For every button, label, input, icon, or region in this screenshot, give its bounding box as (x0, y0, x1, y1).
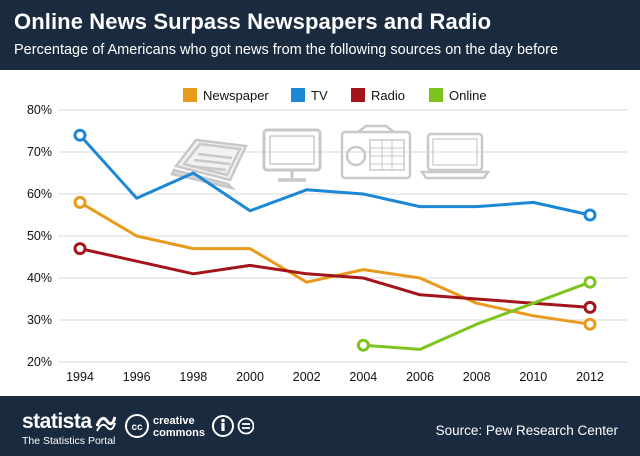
x-tick-label: 1998 (179, 370, 207, 384)
legend-swatch-newspaper (183, 88, 197, 102)
x-tick-label: 2000 (236, 370, 264, 384)
data-point-radio (583, 300, 597, 314)
x-tick-label: 2004 (349, 370, 377, 384)
data-point-tv (583, 208, 597, 222)
y-tick-label: 30% (27, 313, 52, 327)
chart-title: Online News Surpass Newspapers and Radio (14, 9, 492, 34)
x-tick-label: 2002 (293, 370, 321, 384)
chart-subtitle: Percentage of Americans who got news fro… (14, 42, 559, 58)
legend-label-tv: TV (311, 88, 328, 103)
series-line-radio (78, 247, 592, 309)
x-tick-label: 2008 (463, 370, 491, 384)
creative-commons-badge[interactable]: cc creative commons (124, 412, 254, 440)
header-bar: Online News Surpass Newspapers and Radio… (0, 0, 640, 70)
cc-label-commons: commons (153, 427, 205, 439)
laptop-icon (419, 132, 491, 180)
legend-swatch-tv (291, 88, 305, 102)
newspaper-icon (170, 138, 248, 191)
line-chart: 20% 30% 40% 50% 60% 70% 80% 1994 1996 1998 2000 200… (27, 88, 628, 384)
no-derivatives-icon (237, 417, 254, 435)
chart-area: 20% 30% 40% 50% 60% 70% 80% 1994 1996 1998 2000 200… (0, 70, 640, 396)
series-line-newspaper (78, 200, 592, 326)
x-tick-label: 1996 (123, 370, 151, 384)
cc-logo-text: cc (131, 422, 143, 433)
data-point-newspaper (73, 195, 87, 209)
y-tick-label: 70% (27, 145, 52, 159)
statista-wave-icon (96, 416, 116, 432)
media-illustrations (170, 124, 491, 191)
cc-label-creative: creative (153, 415, 195, 427)
data-point-tv (73, 128, 87, 142)
y-tick-label: 20% (27, 355, 52, 369)
statista-logo-text[interactable]: statista (22, 410, 92, 433)
chart-legend: Newspaper TV Radio Online (183, 88, 487, 103)
data-point-online (356, 338, 370, 352)
y-tick-label: 60% (27, 187, 52, 201)
series-line-online (361, 280, 592, 351)
radio-icon (340, 124, 412, 180)
x-tick-label: 1994 (66, 370, 94, 384)
statista-tagline: The Statistics Portal (22, 435, 116, 447)
attribution-icon (212, 415, 234, 437)
y-tick-label: 50% (27, 229, 52, 243)
y-tick-label: 40% (27, 271, 52, 285)
tv-icon (262, 128, 322, 182)
data-point-newspaper (583, 317, 597, 331)
legend-label-radio: Radio (371, 88, 405, 103)
y-tick-label: 80% (27, 103, 52, 117)
source-note: Source: Pew Research Center (435, 423, 618, 438)
x-tick-label: 2010 (519, 370, 547, 384)
legend-label-newspaper: Newspaper (203, 88, 269, 103)
series-line-tv (78, 133, 592, 217)
legend-swatch-radio (351, 88, 365, 102)
legend-swatch-online (429, 88, 443, 102)
x-tick-label: 2006 (406, 370, 434, 384)
legend-label-online: Online (449, 88, 487, 103)
x-tick-label: 2012 (576, 370, 604, 384)
footer-bar: statista The Statistics Portal cc creati… (0, 396, 640, 456)
data-point-radio (73, 242, 87, 256)
data-point-online (583, 275, 597, 289)
